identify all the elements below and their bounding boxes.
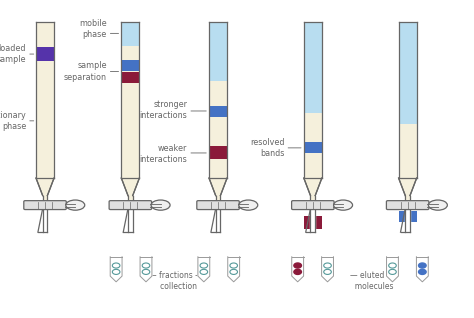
Circle shape (230, 263, 237, 268)
Polygon shape (209, 178, 227, 196)
Polygon shape (43, 209, 47, 232)
Text: — fractions —
   collection: — fractions — collection (148, 271, 202, 292)
Circle shape (230, 269, 237, 274)
Bar (36, 22, 54, 178)
Polygon shape (333, 204, 343, 207)
Bar (399, 22, 417, 124)
Text: loaded
sample: loaded sample (0, 44, 26, 64)
Polygon shape (399, 178, 417, 196)
Circle shape (324, 263, 331, 268)
Bar (121, 59, 139, 71)
Polygon shape (150, 204, 161, 207)
Circle shape (294, 263, 301, 268)
Polygon shape (140, 257, 152, 282)
Polygon shape (216, 209, 220, 232)
Ellipse shape (334, 200, 353, 210)
Text: sample
separation: sample separation (64, 61, 107, 82)
Polygon shape (36, 178, 54, 196)
Text: stationary
phase: stationary phase (0, 111, 26, 131)
Polygon shape (405, 196, 410, 202)
Ellipse shape (151, 200, 170, 210)
Polygon shape (310, 209, 315, 232)
Ellipse shape (66, 200, 85, 210)
Text: resolved
bands: resolved bands (250, 138, 284, 158)
Circle shape (142, 269, 150, 274)
FancyBboxPatch shape (386, 201, 429, 210)
Polygon shape (304, 178, 322, 196)
FancyBboxPatch shape (24, 201, 66, 210)
Bar (304, 142, 322, 153)
Polygon shape (198, 257, 210, 282)
Polygon shape (65, 204, 75, 207)
Polygon shape (128, 196, 133, 202)
Polygon shape (310, 196, 315, 202)
Text: weaker
interactions: weaker interactions (139, 144, 187, 164)
Circle shape (112, 263, 120, 268)
Circle shape (419, 263, 426, 268)
FancyBboxPatch shape (292, 201, 334, 210)
Circle shape (142, 263, 150, 268)
Circle shape (112, 269, 120, 274)
FancyBboxPatch shape (109, 201, 152, 210)
Polygon shape (405, 209, 410, 232)
Text: mobile
phase: mobile phase (79, 18, 107, 39)
Circle shape (200, 263, 208, 268)
Bar (121, 72, 139, 83)
Polygon shape (43, 196, 47, 202)
Polygon shape (238, 204, 248, 207)
Bar (121, 22, 139, 178)
Bar (209, 22, 227, 81)
Bar (209, 146, 227, 159)
Circle shape (294, 269, 301, 274)
Polygon shape (216, 196, 220, 202)
Bar (399, 211, 417, 222)
Bar (121, 22, 139, 46)
Polygon shape (292, 257, 303, 282)
Bar (399, 22, 417, 178)
FancyBboxPatch shape (197, 201, 239, 210)
Polygon shape (428, 204, 438, 207)
Circle shape (200, 269, 208, 274)
Polygon shape (128, 209, 133, 232)
Polygon shape (110, 257, 122, 282)
Text: stronger
interactions: stronger interactions (139, 100, 187, 120)
Polygon shape (121, 178, 139, 196)
Polygon shape (321, 257, 333, 282)
Circle shape (419, 269, 426, 274)
Bar (209, 22, 227, 178)
Circle shape (389, 269, 396, 274)
Ellipse shape (428, 200, 447, 210)
Bar (304, 22, 322, 178)
Text: — eluted —
  molecules: — eluted — molecules (350, 271, 394, 292)
Bar (304, 216, 322, 229)
Polygon shape (417, 257, 428, 282)
Polygon shape (228, 257, 239, 282)
Bar (209, 106, 227, 117)
Circle shape (324, 269, 331, 274)
Polygon shape (387, 257, 398, 282)
Bar (36, 47, 54, 61)
Bar (304, 22, 322, 113)
Ellipse shape (239, 200, 258, 210)
Circle shape (389, 263, 396, 268)
